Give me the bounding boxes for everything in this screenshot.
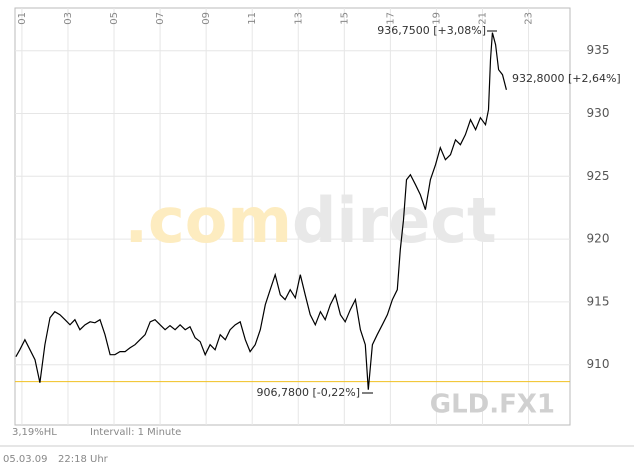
x-tick-label: 03 (63, 12, 74, 25)
annotation-high: 936,7500 [+3,08%] (377, 24, 486, 37)
x-tick-label: 09 (201, 12, 212, 25)
watermark-prefix: .com (124, 184, 292, 257)
watermark-suffix: direct (292, 184, 497, 257)
x-tick-label: 17 (385, 12, 396, 25)
y-tick-label: 910 (587, 357, 610, 371)
price-line (15, 32, 507, 390)
y-tick-label: 930 (587, 106, 610, 120)
footer-hl: 3,19%HL (12, 427, 57, 438)
time: 22:18 Uhr (58, 454, 109, 465)
plot-frame (14, 7, 571, 426)
y-tick-label: 925 (587, 169, 610, 183)
x-tick-label: 01 (17, 12, 28, 25)
x-tick-label: 11 (247, 12, 258, 25)
x-tick-label: 05 (109, 12, 120, 25)
y-tick-label: 915 (587, 294, 610, 308)
footer-interval: Intervall: 1 Minute (90, 427, 181, 438)
annotation-low: 906,7800 [-0,22%] (257, 386, 360, 399)
x-tick-label: 07 (155, 12, 166, 25)
x-tick-label: 15 (339, 12, 350, 25)
x-tick-label: 19 (431, 12, 442, 25)
x-tick-label: 13 (293, 12, 304, 25)
x-tick-label: 21 (477, 12, 488, 25)
x-tick-label: 23 (524, 12, 535, 25)
symbol: GLD.FX1 (430, 390, 555, 420)
y-tick-label: 920 (587, 232, 610, 246)
annotation-last: 932,8000 [+2,64%] (512, 72, 621, 85)
date: 05.03.09 (3, 454, 48, 465)
y-tick-label: 935 (587, 43, 610, 57)
